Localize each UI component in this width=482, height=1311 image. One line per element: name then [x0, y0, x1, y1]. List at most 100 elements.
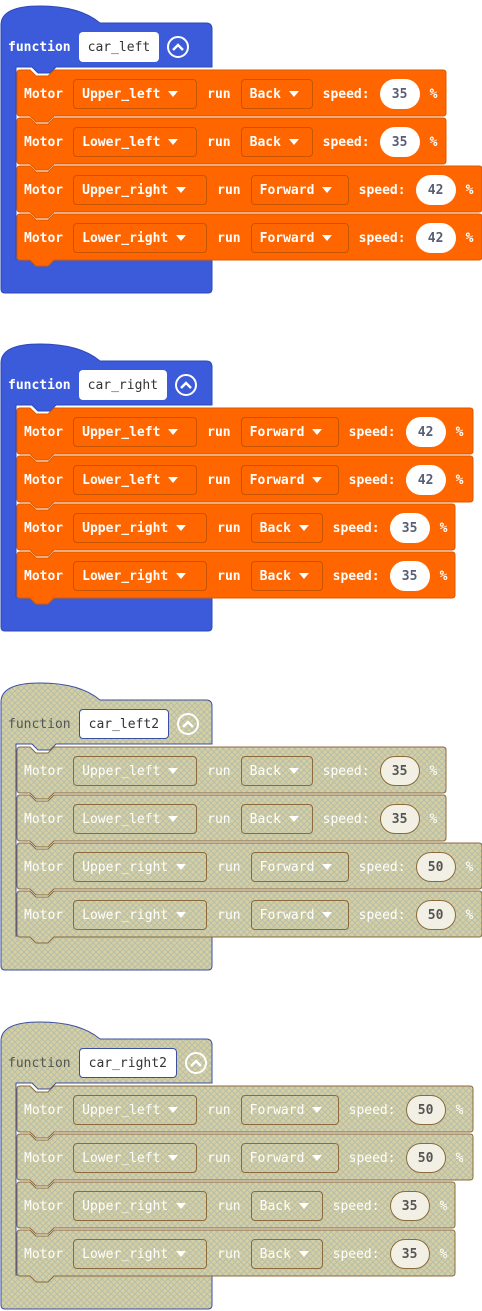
- speed-input[interactable]: 35: [389, 1191, 430, 1221]
- direction-dropdown[interactable]: Back: [250, 561, 323, 591]
- motor-run-block[interactable]: Motor Upper_left run Forward speed: 42%: [16, 410, 473, 454]
- motor-run-block[interactable]: Motor Lower_left run Back speed: 35%: [16, 120, 446, 164]
- function-name-field[interactable]: car_left2: [78, 709, 170, 739]
- motor-dropdown[interactable]: Lower_right: [73, 561, 208, 591]
- function-keyword: function: [8, 377, 71, 393]
- motor-dropdown[interactable]: Lower_left: [73, 1143, 198, 1173]
- direction-dropdown[interactable]: Back: [250, 513, 323, 543]
- function-name-field[interactable]: car_left: [78, 32, 160, 62]
- motor-dropdown[interactable]: Upper_left: [73, 417, 198, 447]
- direction-dropdown[interactable]: Forward: [250, 223, 349, 253]
- motor-run-block[interactable]: Motor Lower_right run Back speed: 35%: [16, 554, 455, 598]
- function-name-field[interactable]: car_right: [78, 370, 168, 400]
- motor-dropdown[interactable]: Lower_left: [73, 127, 198, 157]
- motor-run-block[interactable]: Motor Lower_right run Forward speed: 50%: [16, 893, 482, 937]
- motor-dropdown-value: Lower_left: [82, 1150, 161, 1166]
- motor-dropdown[interactable]: Lower_right: [73, 900, 208, 930]
- direction-dropdown[interactable]: Back: [240, 79, 313, 109]
- speed-label: speed:: [348, 1150, 396, 1166]
- direction-dropdown-value: Forward: [259, 230, 315, 246]
- direction-dropdown[interactable]: Back: [240, 756, 313, 786]
- run-label: run: [217, 230, 241, 246]
- direction-dropdown[interactable]: Forward: [240, 1095, 339, 1125]
- motor-run-block[interactable]: Motor Upper_left run Back speed: 35%: [16, 72, 446, 116]
- direction-dropdown[interactable]: Forward: [250, 175, 349, 205]
- motor-label: Motor: [24, 763, 64, 779]
- motor-run-block[interactable]: Motor Upper_right run Back speed: 35%: [16, 506, 455, 550]
- speed-input[interactable]: 50: [415, 852, 456, 882]
- motor-dropdown-value: Upper_right: [82, 859, 169, 875]
- speed-label: speed:: [322, 763, 370, 779]
- chevron-up-circle-icon[interactable]: [167, 36, 190, 58]
- speed-label: speed:: [358, 230, 406, 246]
- function-block-3[interactable]: function car_right2 Motor Upper_left run Forw…: [0, 1021, 482, 1311]
- speed-input[interactable]: 35: [379, 756, 420, 786]
- speed-label: speed:: [322, 811, 370, 827]
- speed-input[interactable]: 42: [405, 465, 446, 495]
- function-block-2[interactable]: function car_left2 Motor Upper_left run Back s…: [0, 682, 482, 972]
- speed-input[interactable]: 35: [389, 561, 430, 591]
- direction-dropdown[interactable]: Forward: [250, 900, 349, 930]
- run-label: run: [207, 1150, 231, 1166]
- function-block-0[interactable]: function car_left Motor Upper_left run Back sp…: [0, 5, 482, 295]
- direction-dropdown[interactable]: Back: [250, 1239, 323, 1269]
- motor-run-block[interactable]: Motor Upper_right run Forward speed: 42%: [16, 168, 482, 212]
- speed-label: speed:: [332, 1198, 380, 1214]
- caret-down-icon: [322, 187, 333, 193]
- motor-dropdown[interactable]: Upper_right: [73, 1191, 208, 1221]
- motor-dropdown[interactable]: Upper_right: [73, 513, 208, 543]
- motor-dropdown[interactable]: Lower_left: [73, 465, 198, 495]
- motor-dropdown[interactable]: Upper_right: [73, 175, 208, 205]
- motor-run-block[interactable]: Motor Upper_left run Back speed: 35%: [16, 749, 446, 793]
- direction-dropdown[interactable]: Back: [250, 1191, 323, 1221]
- speed-input[interactable]: 35: [389, 1239, 430, 1269]
- motor-label: Motor: [24, 1246, 64, 1262]
- speed-input[interactable]: 42: [415, 223, 456, 253]
- motor-run-block[interactable]: Motor Lower_left run Forward speed: 42%: [16, 458, 473, 502]
- speed-label: speed:: [358, 859, 406, 875]
- motor-run-block[interactable]: Motor Lower_left run Forward speed: 50%: [16, 1136, 473, 1180]
- speed-input[interactable]: 42: [415, 175, 456, 205]
- speed-label: speed:: [322, 86, 370, 102]
- motor-run-block[interactable]: Motor Lower_right run Forward speed: 42%: [16, 216, 482, 260]
- speed-input[interactable]: 35: [389, 513, 430, 543]
- function-name-field[interactable]: car_right2: [78, 1048, 177, 1078]
- motor-dropdown[interactable]: Upper_right: [73, 852, 208, 882]
- motor-run-block[interactable]: Motor Lower_right run Back speed: 35%: [16, 1232, 455, 1276]
- speed-input[interactable]: 35: [379, 804, 420, 834]
- percent-label: %: [455, 472, 464, 488]
- motor-dropdown[interactable]: Lower_right: [73, 1239, 208, 1269]
- run-label: run: [207, 811, 231, 827]
- motor-run-block[interactable]: Motor Upper_right run Forward speed: 50%: [16, 845, 482, 889]
- caret-down-icon: [168, 1107, 179, 1113]
- speed-input[interactable]: 50: [415, 900, 456, 930]
- speed-input[interactable]: 35: [379, 127, 420, 157]
- speed-label: speed:: [358, 907, 406, 923]
- direction-dropdown[interactable]: Forward: [240, 465, 339, 495]
- speed-input[interactable]: 50: [405, 1143, 446, 1173]
- motor-run-block[interactable]: Motor Upper_right run Back speed: 35%: [16, 1184, 455, 1228]
- direction-dropdown[interactable]: Forward: [250, 852, 349, 882]
- chevron-up-circle-icon[interactable]: [177, 713, 200, 735]
- motor-dropdown[interactable]: Lower_right: [73, 223, 208, 253]
- caret-down-icon: [312, 429, 323, 435]
- speed-input[interactable]: 35: [379, 79, 420, 109]
- motor-label: Motor: [24, 230, 64, 246]
- motor-dropdown[interactable]: Upper_left: [73, 79, 198, 109]
- motor-dropdown[interactable]: Upper_left: [73, 1095, 198, 1125]
- motor-dropdown[interactable]: Upper_left: [73, 756, 198, 786]
- direction-dropdown-value: Back: [259, 520, 291, 536]
- motor-run-block[interactable]: Motor Upper_left run Forward speed: 50%: [16, 1088, 473, 1132]
- direction-dropdown[interactable]: Back: [240, 127, 313, 157]
- motor-label: Motor: [24, 134, 64, 150]
- speed-input[interactable]: 42: [405, 417, 446, 447]
- direction-dropdown[interactable]: Forward: [240, 417, 339, 447]
- chevron-up-circle-icon[interactable]: [175, 374, 198, 396]
- direction-dropdown[interactable]: Forward: [240, 1143, 339, 1173]
- chevron-up-circle-icon[interactable]: [184, 1052, 207, 1074]
- direction-dropdown[interactable]: Back: [240, 804, 313, 834]
- speed-input[interactable]: 50: [405, 1095, 446, 1125]
- function-block-1[interactable]: function car_right Motor Upper_left run Forwa…: [0, 343, 482, 633]
- motor-dropdown[interactable]: Lower_left: [73, 804, 198, 834]
- motor-run-block[interactable]: Motor Lower_left run Back speed: 35%: [16, 797, 446, 841]
